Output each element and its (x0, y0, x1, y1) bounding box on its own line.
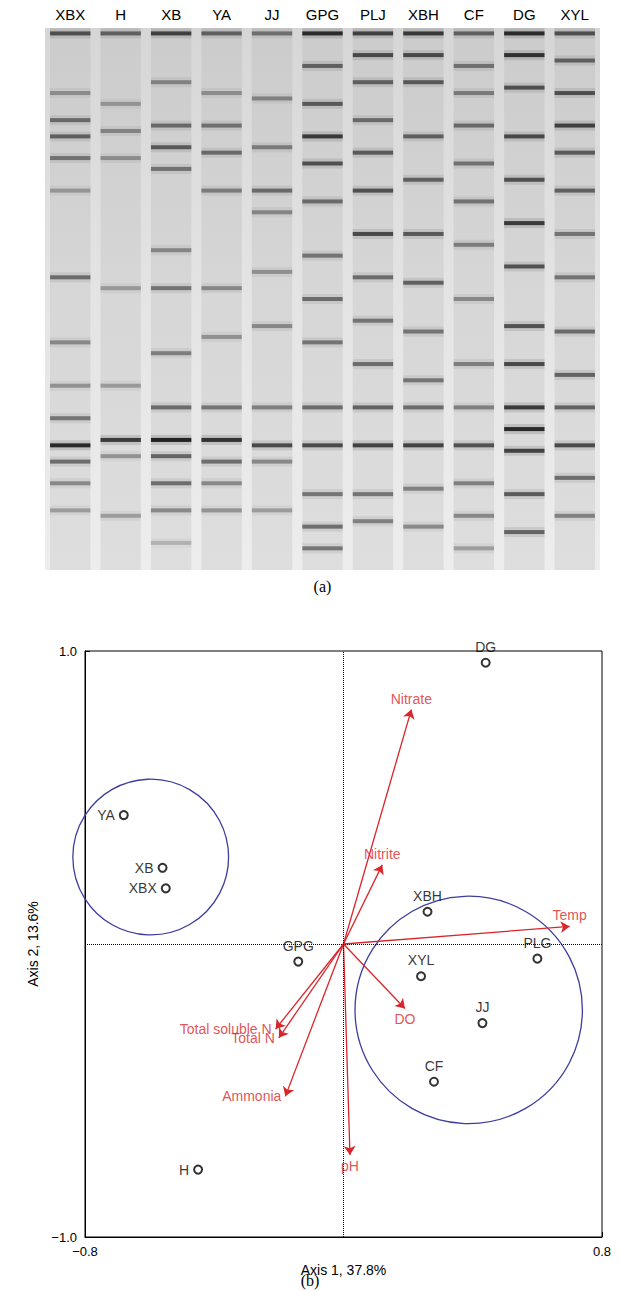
svg-text:H: H (179, 1162, 189, 1178)
svg-text:DG: DG (475, 639, 496, 655)
svg-text:XB: XB (161, 6, 181, 23)
svg-text:XBH: XBH (413, 888, 442, 904)
svg-text:PLJ: PLJ (360, 6, 386, 23)
svg-text:−0.8: −0.8 (72, 1244, 98, 1259)
svg-text:Axis 1, 37.8%: Axis 1, 37.8% (301, 1262, 387, 1278)
svg-text:Total N: Total N (231, 1029, 275, 1046)
svg-text:Temp: Temp (553, 907, 587, 923)
svg-text:−1.0: −1.0 (51, 1230, 77, 1245)
svg-text:(b): (b) (300, 1271, 320, 1289)
svg-text:H: H (115, 6, 126, 23)
svg-text:GPG: GPG (306, 6, 339, 23)
svg-text:JJ: JJ (265, 6, 280, 23)
svg-text:XBX: XBX (55, 6, 85, 23)
svg-text:Nitrate: Nitrate (391, 691, 432, 707)
svg-text:JJ: JJ (475, 999, 489, 1015)
svg-text:1.0: 1.0 (59, 644, 77, 659)
svg-text:YA: YA (212, 6, 231, 23)
svg-text:Axis 2, 13.6%: Axis 2, 13.6% (25, 901, 41, 987)
svg-text:Nitrite: Nitrite (364, 846, 401, 862)
svg-text:Total soluble N: Total soluble N (180, 1021, 272, 1037)
svg-text:Ammonia: Ammonia (222, 1088, 281, 1104)
svg-text:XYL: XYL (408, 952, 435, 968)
svg-text:0.8: 0.8 (593, 1244, 611, 1259)
svg-text:DG: DG (513, 6, 536, 23)
svg-text:XBX: XBX (129, 880, 158, 896)
svg-text:CF: CF (464, 6, 484, 23)
svg-text:XB: XB (135, 860, 154, 876)
svg-text:XYL: XYL (561, 6, 589, 23)
svg-text:XBH: XBH (408, 6, 439, 23)
svg-text:PLG: PLG (523, 935, 551, 951)
svg-text:CF: CF (425, 1058, 444, 1074)
svg-text:GPG: GPG (283, 938, 314, 954)
svg-text:pH: pH (341, 1158, 359, 1174)
svg-text:DO: DO (394, 1011, 415, 1027)
svg-text:(a): (a) (314, 578, 332, 596)
svg-text:YA: YA (97, 807, 115, 823)
